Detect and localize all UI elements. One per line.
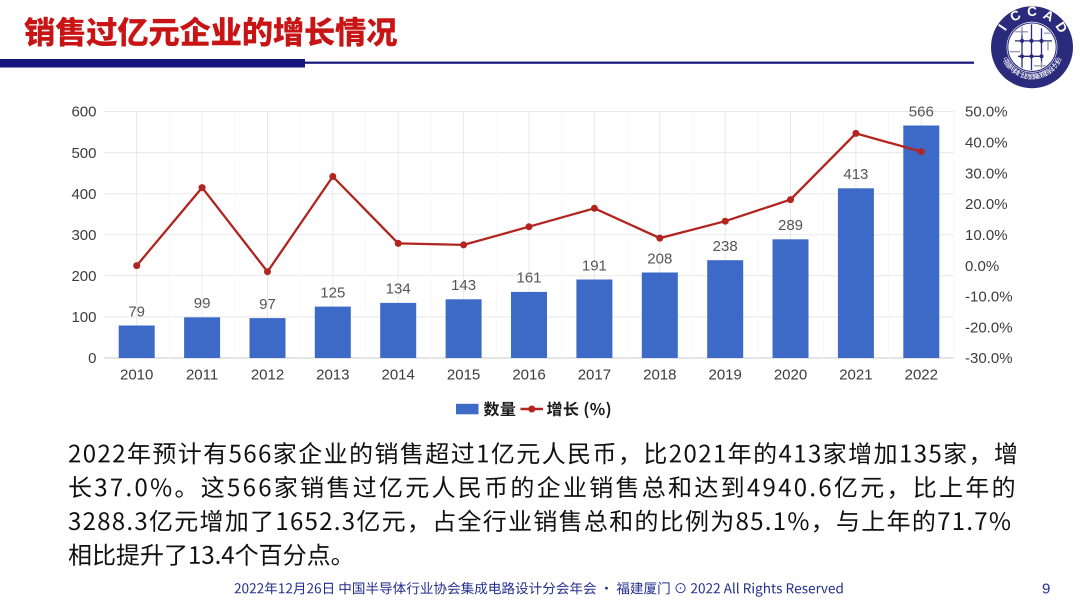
svg-text:191: 191 <box>582 257 607 274</box>
svg-text:2011: 2011 <box>186 367 218 384</box>
svg-text:-20.0%: -20.0% <box>965 319 1013 336</box>
svg-text:I: I <box>995 22 1010 34</box>
svg-text:289: 289 <box>778 217 803 234</box>
svg-text:200: 200 <box>71 268 96 285</box>
svg-text:2019: 2019 <box>709 367 742 384</box>
svg-text:208: 208 <box>647 250 672 267</box>
svg-text:2015: 2015 <box>447 367 480 384</box>
svg-text:C: C <box>1027 4 1037 19</box>
svg-text:2018: 2018 <box>643 367 676 384</box>
svg-text:2016: 2016 <box>512 367 545 384</box>
svg-text:0.0%: 0.0% <box>965 258 999 275</box>
svg-text:238: 238 <box>713 238 738 255</box>
svg-text:-10.0%: -10.0% <box>965 289 1013 306</box>
svg-text:600: 600 <box>71 104 96 121</box>
svg-text:566: 566 <box>909 103 934 120</box>
svg-text:134: 134 <box>386 281 411 298</box>
svg-text:2010: 2010 <box>120 367 153 384</box>
svg-text:100: 100 <box>71 309 96 326</box>
svg-text:50.0%: 50.0% <box>965 104 1008 121</box>
svg-text:143: 143 <box>451 277 476 294</box>
svg-text:10.0%: 10.0% <box>965 227 1008 244</box>
svg-text:2020: 2020 <box>774 367 807 384</box>
svg-text:2021: 2021 <box>839 367 872 384</box>
svg-text:125: 125 <box>320 284 345 301</box>
svg-text:9: 9 <box>1042 581 1050 598</box>
svg-text:30.0%: 30.0% <box>965 165 1008 182</box>
svg-text:2013: 2013 <box>316 367 349 384</box>
svg-text:97: 97 <box>259 296 276 313</box>
svg-text:2014: 2014 <box>382 367 415 384</box>
svg-text:2022: 2022 <box>905 367 938 384</box>
svg-text:40.0%: 40.0% <box>965 135 1008 152</box>
svg-text:161: 161 <box>516 270 541 287</box>
svg-text:2012: 2012 <box>251 367 284 384</box>
svg-text:400: 400 <box>71 186 96 203</box>
svg-text:413: 413 <box>843 166 868 183</box>
svg-text:-30.0%: -30.0% <box>965 350 1013 367</box>
svg-text:79: 79 <box>128 303 145 320</box>
svg-text:99: 99 <box>194 295 211 312</box>
svg-text:2017: 2017 <box>578 367 611 384</box>
svg-text:500: 500 <box>71 145 96 162</box>
svg-text:20.0%: 20.0% <box>965 196 1008 213</box>
svg-text:0: 0 <box>88 350 96 367</box>
svg-text:300: 300 <box>71 227 96 244</box>
